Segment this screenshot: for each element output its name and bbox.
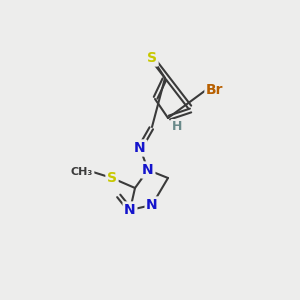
Text: N: N	[146, 198, 158, 212]
Text: CH₃: CH₃	[71, 167, 93, 177]
Text: S: S	[107, 171, 117, 185]
Text: N: N	[134, 141, 146, 155]
Text: N: N	[142, 163, 154, 177]
Text: N: N	[124, 203, 136, 217]
Text: H: H	[172, 121, 182, 134]
Text: Br: Br	[206, 83, 224, 97]
Text: S: S	[147, 51, 157, 65]
